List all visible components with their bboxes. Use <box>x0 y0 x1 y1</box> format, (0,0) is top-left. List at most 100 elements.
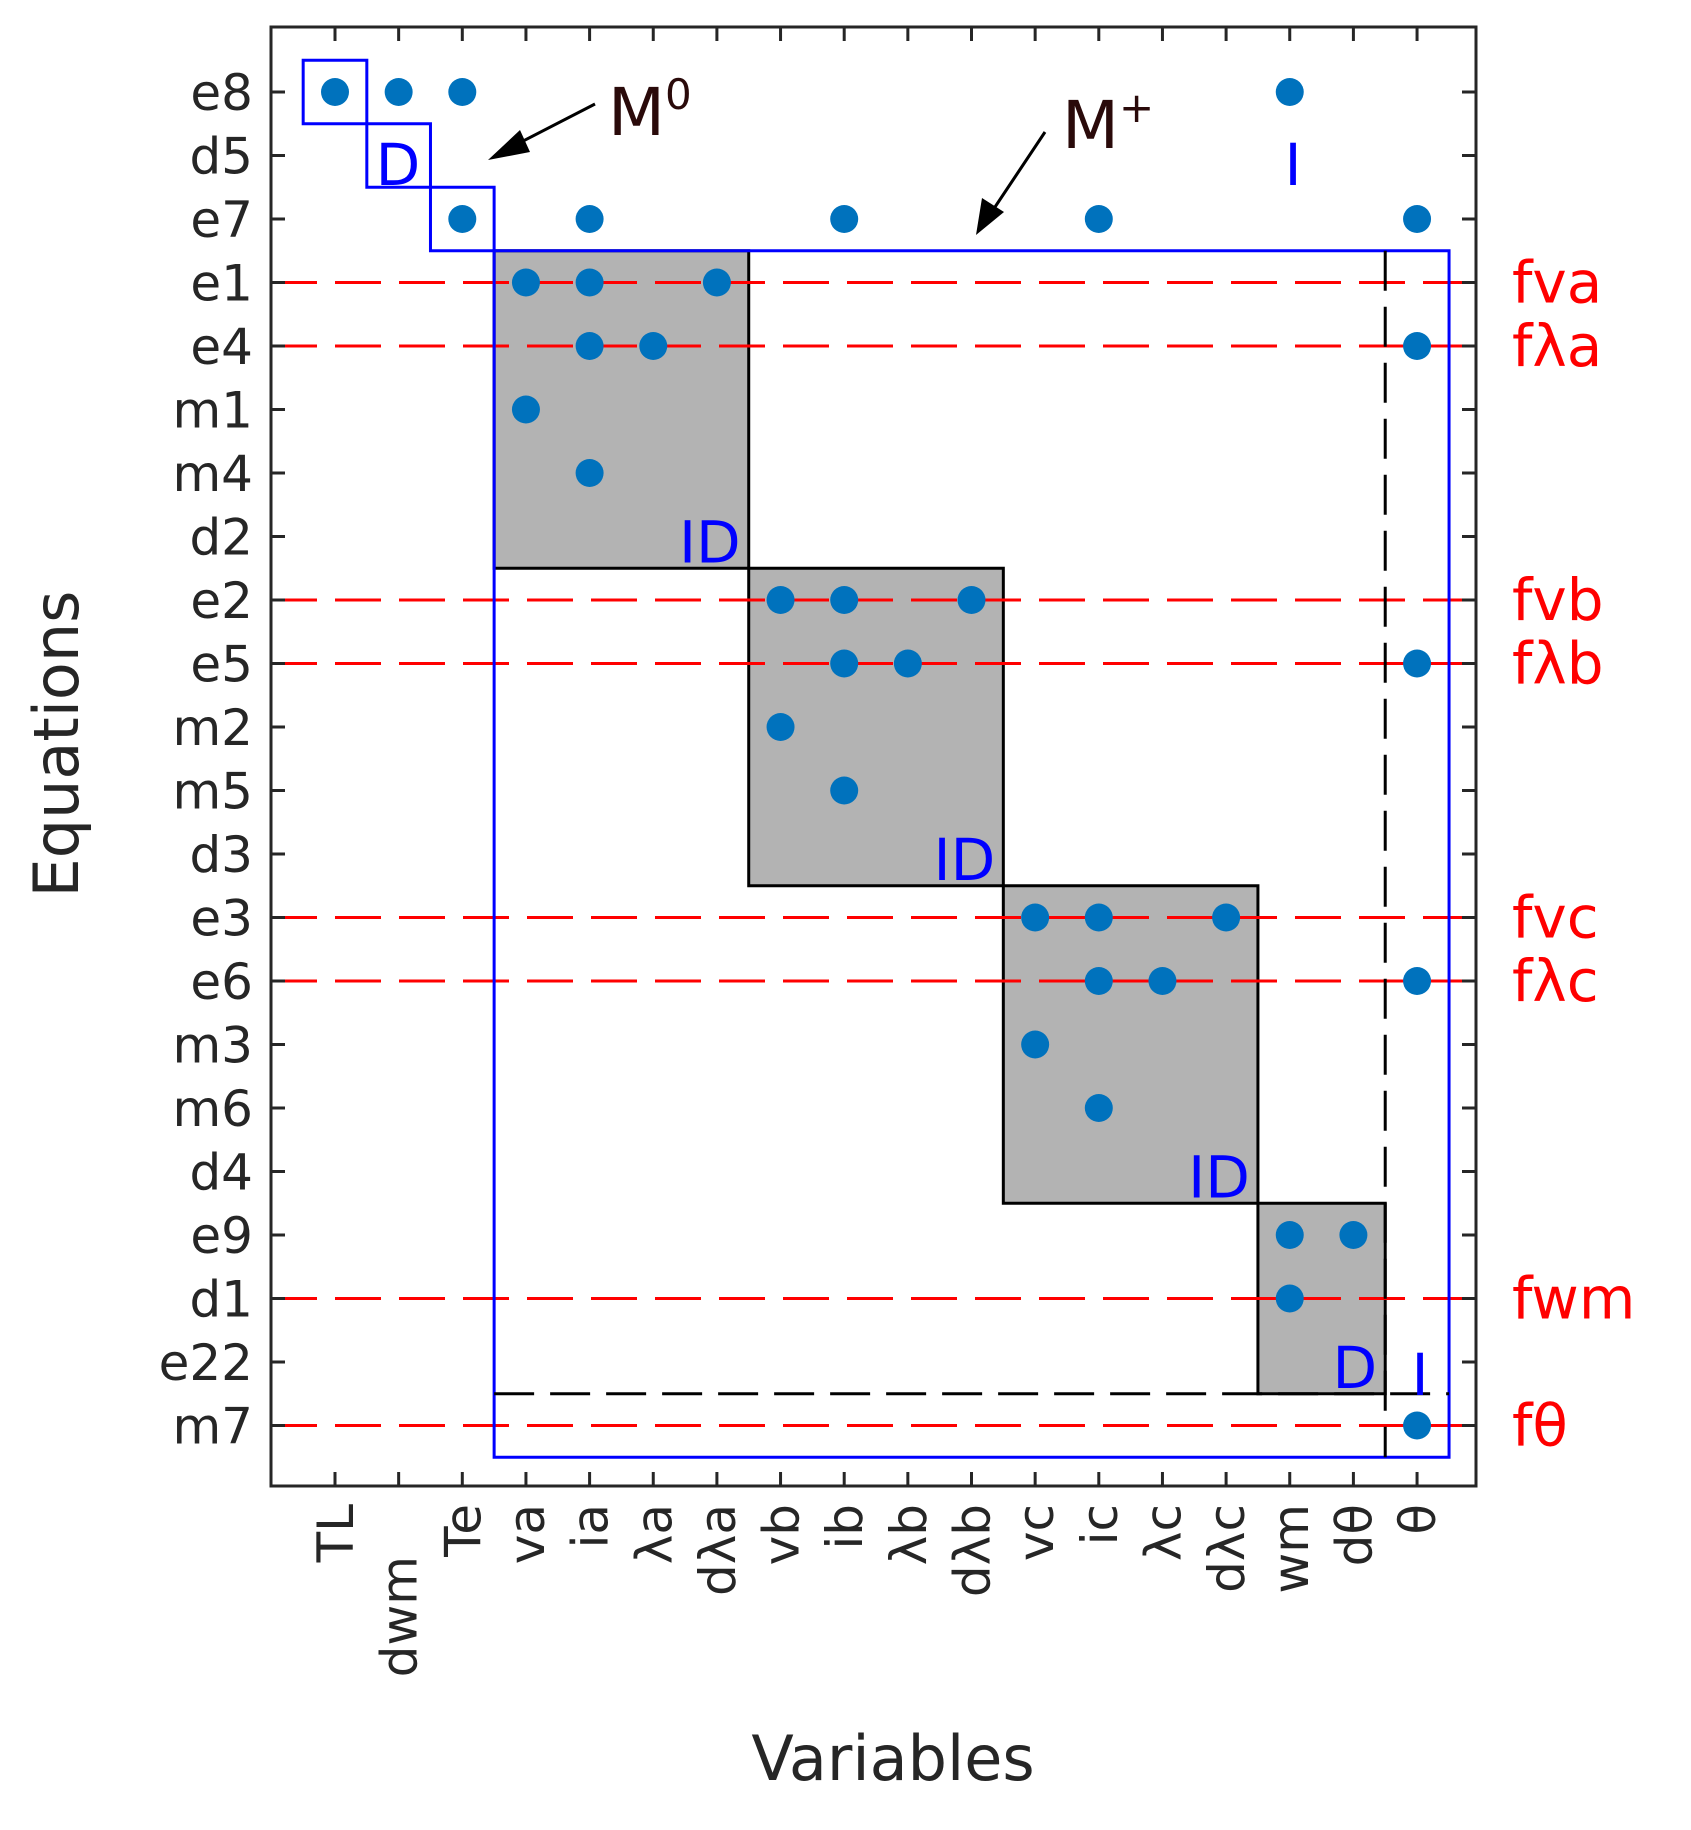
mplus-label: M+ <box>1062 83 1154 164</box>
m0-label: M0 <box>608 70 692 151</box>
dot-m4-16 <box>575 459 604 487</box>
dot-e2-17 <box>766 586 795 614</box>
block-label-2: ID <box>1188 1143 1250 1211</box>
dot-e8-2 <box>448 78 477 106</box>
x-tick-label-3: va <box>498 1504 556 1564</box>
block-label-1: ID <box>934 826 996 894</box>
x-axis-title: Variables <box>751 1722 1034 1795</box>
dot-m3-31 <box>1021 1030 1050 1059</box>
m0-superscript: 0 <box>665 70 692 119</box>
dot-e2-19 <box>957 586 986 614</box>
fault-label-e2: fvb <box>1512 566 1604 634</box>
dot-m1-15 <box>511 395 540 424</box>
fault-label-e4: fλa <box>1512 312 1602 380</box>
y-tick-label-m5: m5 <box>172 763 253 821</box>
dot-layer <box>321 78 1432 1440</box>
x-tick-label-2: Te <box>434 1504 492 1558</box>
dot-e8-0 <box>321 78 349 106</box>
fault-label-d1: fwm <box>1512 1265 1635 1333</box>
x-tick-label-8: ib <box>816 1504 874 1550</box>
dot-e2-18 <box>830 586 859 614</box>
x-tick-label-6: dλa <box>689 1504 747 1596</box>
mplus-boundary <box>492 249 1451 1459</box>
y-tick-label-d3: d3 <box>189 826 253 884</box>
x-tick-label-5: λa <box>625 1504 683 1564</box>
x-tick-label-1: dwm <box>371 1556 429 1677</box>
dot-e5-20 <box>830 649 859 678</box>
y-tick-label-d2: d2 <box>189 509 253 567</box>
x-tick-label-13: λc <box>1134 1504 1192 1561</box>
dot-e4-13 <box>639 332 668 360</box>
fault-line-layer <box>271 281 1476 1427</box>
dot-e8-1 <box>384 78 413 106</box>
x-tick-label-12: ic <box>1071 1504 1129 1545</box>
mplus-letter: M <box>1062 87 1119 164</box>
dot-e1-11 <box>702 268 731 297</box>
x-tick-label-10: dλb <box>944 1504 1002 1597</box>
y-tick-label-e4: e4 <box>190 318 253 376</box>
m0-arrowhead <box>488 130 530 160</box>
y-tick-label-e7: e7 <box>190 191 253 249</box>
dot-e7-5 <box>575 205 604 233</box>
dot-e4-14 <box>1403 332 1432 360</box>
dot-d1-35 <box>1275 1284 1304 1313</box>
dot-e5-22 <box>1403 649 1432 678</box>
x-tick-label-7: vb <box>753 1504 811 1565</box>
boundary-layer <box>301 58 1451 1459</box>
dot-m5-24 <box>830 776 859 805</box>
axes-frame <box>269 25 1478 1488</box>
dot-e4-12 <box>575 332 604 360</box>
y-tick-label-m7: m7 <box>172 1398 253 1456</box>
dot-e6-29 <box>1148 967 1177 995</box>
x-tick-label-17: θ <box>1389 1504 1447 1535</box>
block-label-0: ID <box>679 508 741 576</box>
dot-e8-3 <box>1275 78 1304 106</box>
y-tick-label-e6: e6 <box>190 953 253 1011</box>
dot-e9-34 <box>1339 1221 1368 1249</box>
y-tick-label-e1: e1 <box>190 255 253 313</box>
fault-label-e1: fva <box>1512 249 1602 317</box>
dot-e7-7 <box>1084 205 1113 233</box>
dot-e1-10 <box>575 268 604 297</box>
mplus-arrowhead <box>976 198 1004 235</box>
dot-e5-21 <box>893 649 922 678</box>
y-tick-label-d4: d4 <box>189 1144 253 1202</box>
dot-e3-27 <box>1212 903 1241 932</box>
x-tick-label-9: λb <box>880 1504 938 1565</box>
x-tick-label-16: dθ <box>1325 1504 1383 1566</box>
dot-e9-33 <box>1275 1221 1304 1249</box>
x-tick-label-4: ia <box>562 1504 620 1549</box>
fault-label-e3: fvc <box>1512 884 1599 952</box>
integral-label-top: I <box>1284 131 1301 199</box>
y-tick-label-m6: m6 <box>172 1080 253 1138</box>
y-tick-label-m4: m4 <box>172 445 253 503</box>
m0-letter: M <box>608 74 665 151</box>
axes-layer <box>269 25 1478 1488</box>
mplus-annotation: M+ <box>976 83 1154 235</box>
y-tick-label-e2: e2 <box>190 572 253 630</box>
x-tick-label-14: dλc <box>1198 1504 1256 1593</box>
dot-e1-9 <box>511 268 540 297</box>
integral-label-bottom: I <box>1411 1341 1428 1409</box>
dot-m7-36 <box>1403 1411 1432 1440</box>
x-tick-label-15: wm <box>1262 1504 1320 1594</box>
y-axis-title: Equations <box>20 591 93 898</box>
dot-e7-8 <box>1403 205 1432 233</box>
dot-m2-23 <box>766 713 795 741</box>
y-tick-label-e3: e3 <box>190 890 253 948</box>
y-tick-label-e22: e22 <box>159 1334 253 1392</box>
dot-m6-32 <box>1084 1094 1113 1122</box>
y-tick-label-d5: d5 <box>189 128 253 186</box>
dot-e7-6 <box>830 205 859 233</box>
fault-label-e6: fλc <box>1512 947 1599 1015</box>
y-tick-label-e5: e5 <box>190 636 253 694</box>
m0-annotation: M0 <box>488 70 692 160</box>
y-tick-label-m1: m1 <box>172 382 253 440</box>
y-tick-label-e8: e8 <box>190 64 253 122</box>
y-tick-label-m3: m3 <box>172 1017 253 1075</box>
block-label-3: D <box>1333 1334 1378 1402</box>
dot-e3-25 <box>1021 903 1050 932</box>
y-tick-label-d1: d1 <box>189 1271 253 1329</box>
y-tick-label-e9: e9 <box>190 1207 253 1265</box>
